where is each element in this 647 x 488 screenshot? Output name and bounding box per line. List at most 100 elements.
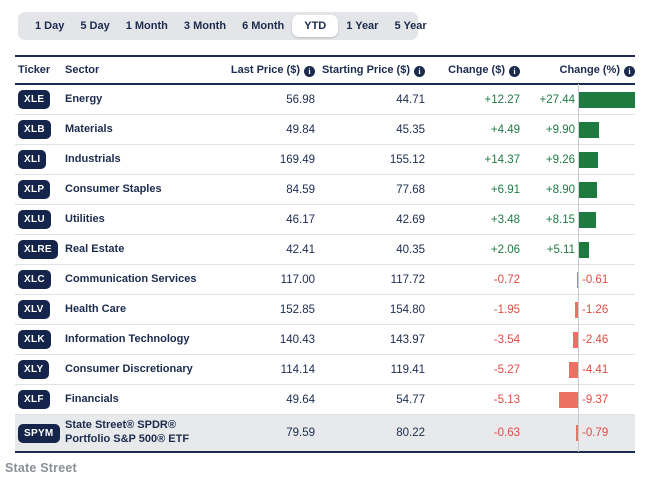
col-header-change-percent: Change (%) i bbox=[520, 64, 635, 77]
col-header-last-price: Last Price ($) i bbox=[215, 64, 315, 77]
change-dollar-cell: -5.27 bbox=[493, 363, 520, 376]
ticker-cell: XLRE bbox=[15, 240, 65, 259]
col-header-ticker: Ticker bbox=[15, 64, 65, 76]
change-percent-cell: -4.41 bbox=[520, 354, 635, 385]
ticker-cell: XLV bbox=[15, 300, 65, 319]
col-header-sector-label: Sector bbox=[65, 64, 100, 76]
change-percent-bar bbox=[579, 121, 600, 138]
last-price-cell: 42.41 bbox=[286, 243, 315, 256]
table-header-row: Ticker Sector Last Price ($) i Starting P… bbox=[15, 57, 635, 85]
starting-price-cell: 44.71 bbox=[396, 93, 425, 106]
sector-cell: State Street® SPDR® Portfolio S&P 500® E… bbox=[65, 419, 190, 445]
ticker-badge: XLE bbox=[18, 90, 51, 109]
time-range-tab[interactable]: 1 Month bbox=[125, 20, 168, 32]
table-row: XLE Energy 56.98 44.71 +12.27 +27.44 bbox=[15, 84, 635, 115]
ticker-badge: XLC bbox=[18, 270, 51, 289]
time-range-tab[interactable]: 5 Year bbox=[394, 20, 427, 32]
starting-price-cell: 77.68 bbox=[396, 183, 425, 196]
change-percent-cell: +9.90 bbox=[520, 114, 635, 145]
col-header-starting-price-label: Starting Price ($) bbox=[321, 63, 410, 76]
time-range-tab[interactable]: 1 Day bbox=[35, 20, 65, 32]
change-percent-value: -0.61 bbox=[582, 273, 609, 286]
table-row: SPYM State Street® SPDR® Portfolio S&P 5… bbox=[15, 414, 635, 452]
change-dollar-cell: +2.06 bbox=[490, 243, 520, 256]
info-icon[interactable]: i bbox=[414, 65, 425, 77]
time-range-tab[interactable]: 6 Month bbox=[242, 20, 285, 32]
sector-cell: Communication Services bbox=[65, 272, 197, 285]
ticker-badge: SPYM bbox=[18, 423, 60, 443]
sector-etf-table: Ticker Sector Last Price ($) i Starting P… bbox=[15, 55, 635, 453]
ticker-cell: XLK bbox=[15, 330, 65, 349]
starting-price-cell: 80.22 bbox=[396, 427, 425, 439]
change-dollar-cell: -3.54 bbox=[493, 333, 520, 346]
col-header-ticker-label: Ticker bbox=[18, 64, 51, 76]
last-price-cell: 56.98 bbox=[286, 93, 315, 106]
table-row: XLY Consumer Discretionary 114.14 119.41… bbox=[15, 354, 635, 385]
ticker-badge: XLY bbox=[18, 360, 50, 379]
ticker-badge: XLF bbox=[18, 390, 50, 409]
ticker-cell: XLP bbox=[15, 180, 65, 199]
col-header-change-dollar: Change ($) i bbox=[425, 64, 520, 77]
change-percent-bar bbox=[569, 361, 578, 378]
change-dollar-cell: +3.48 bbox=[490, 213, 520, 226]
change-percent-bar bbox=[558, 391, 578, 408]
sector-cell: Materials bbox=[65, 122, 113, 135]
change-percent-value: -0.79 bbox=[582, 427, 609, 439]
ticker-cell: XLE bbox=[15, 90, 65, 109]
change-percent-cell: -9.37 bbox=[520, 384, 635, 415]
sector-cell: Consumer Staples bbox=[65, 182, 162, 195]
change-percent-bar bbox=[575, 301, 578, 318]
time-range-tabbar: 1 Day 5 Day 1 Month 3 Month 6 Month YTD 1 Year… bbox=[18, 12, 427, 40]
table-row: XLI Industrials 169.49 155.12 +14.37 +9.… bbox=[15, 144, 635, 175]
ticker-cell: XLU bbox=[15, 210, 65, 229]
change-percent-bar bbox=[579, 211, 596, 228]
time-range-tab[interactable]: YTD bbox=[292, 15, 339, 37]
ticker-cell: XLY bbox=[15, 360, 65, 379]
starting-price-cell: 155.12 bbox=[389, 153, 425, 166]
col-header-last-price-label: Last Price ($) bbox=[230, 63, 300, 76]
change-percent-value: -1.26 bbox=[582, 303, 609, 316]
last-price-cell: 169.49 bbox=[279, 153, 315, 166]
ticker-badge: XLI bbox=[18, 150, 47, 169]
time-range-tab[interactable]: 1 Year bbox=[346, 20, 379, 32]
change-percent-value: -4.41 bbox=[582, 363, 609, 376]
time-range-tab[interactable]: 3 Month bbox=[183, 20, 227, 32]
change-percent-bar bbox=[579, 151, 598, 168]
col-header-sector: Sector bbox=[65, 64, 215, 76]
sector-cell: Financials bbox=[65, 392, 119, 405]
change-percent-cell: +9.26 bbox=[520, 144, 635, 175]
table-row: XLB Materials 49.84 45.35 +4.49 +9.90 bbox=[15, 114, 635, 145]
table-row: XLRE Real Estate 42.41 40.35 +2.06 +5.11 bbox=[15, 234, 635, 265]
sector-cell: Real Estate bbox=[65, 242, 125, 255]
time-range-tab[interactable]: 5 Day bbox=[80, 20, 110, 32]
ticker-cell: XLB bbox=[15, 120, 65, 139]
change-percent-cell: +8.90 bbox=[520, 174, 635, 205]
sector-cell: Industrials bbox=[65, 152, 121, 165]
starting-price-cell: 54.77 bbox=[396, 393, 425, 406]
ticker-badge: XLRE bbox=[18, 240, 58, 259]
change-dollar-cell: +12.27 bbox=[484, 93, 521, 106]
info-icon[interactable]: i bbox=[509, 65, 520, 77]
last-price-cell: 49.84 bbox=[286, 123, 315, 136]
info-icon[interactable]: i bbox=[624, 65, 635, 77]
change-dollar-cell: -5.13 bbox=[493, 393, 520, 406]
ticker-cell: SPYM bbox=[15, 423, 65, 443]
change-percent-value: +27.44 bbox=[539, 93, 576, 106]
col-header-change-dollar-label: Change ($) bbox=[448, 63, 505, 76]
table-row: XLV Health Care 152.85 154.80 -1.95 -1.2… bbox=[15, 294, 635, 325]
info-icon[interactable]: i bbox=[304, 65, 315, 77]
change-percent-cell: -2.46 bbox=[520, 324, 635, 355]
last-price-cell: 49.64 bbox=[286, 393, 315, 406]
change-percent-bar bbox=[579, 91, 635, 108]
ticker-badge: XLU bbox=[18, 210, 51, 229]
table-row: XLP Consumer Staples 84.59 77.68 +6.91 +… bbox=[15, 174, 635, 205]
ticker-badge: XLP bbox=[18, 180, 51, 199]
last-price-cell: 117.00 bbox=[280, 273, 315, 286]
ticker-cell: XLI bbox=[15, 150, 65, 169]
last-price-cell: 46.17 bbox=[286, 213, 315, 226]
change-percent-bar bbox=[579, 241, 590, 258]
change-percent-cell: -0.61 bbox=[520, 264, 635, 295]
change-percent-bar bbox=[576, 425, 578, 441]
ticker-badge: XLB bbox=[18, 120, 51, 139]
starting-price-cell: 117.72 bbox=[390, 273, 425, 286]
